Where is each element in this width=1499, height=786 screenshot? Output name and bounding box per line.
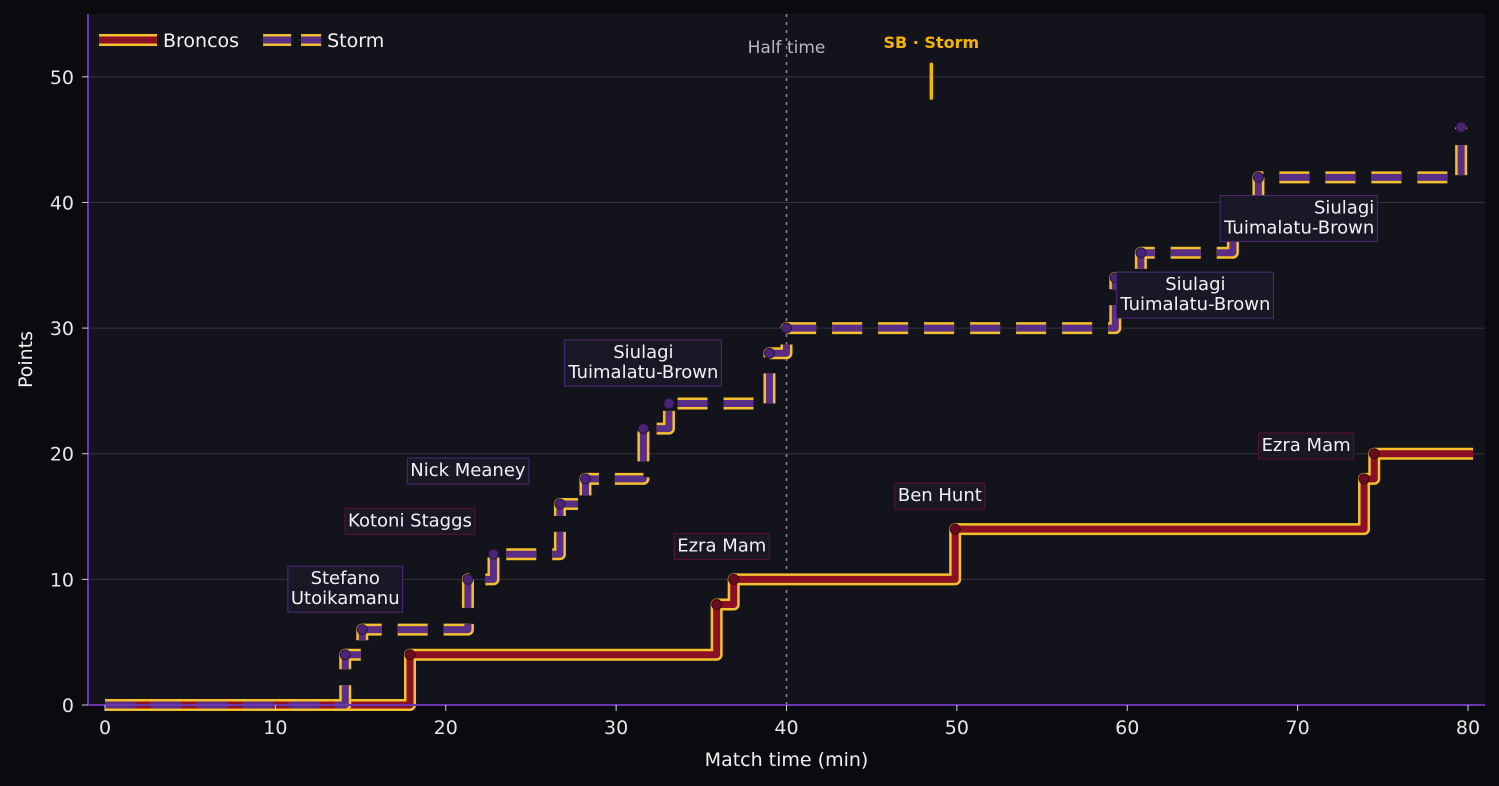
x-tick-label: 10 <box>263 717 287 739</box>
broncos-score-point <box>404 649 416 661</box>
annotation-box <box>673 532 770 560</box>
annotation-label: Ezra Mam <box>1262 435 1351 456</box>
annotation-label: Nick Meaney <box>410 460 526 481</box>
x-tick-label: 20 <box>434 717 458 739</box>
annotation-label: Tuimalatu-Brown <box>1223 218 1374 239</box>
storm-score-point <box>1252 171 1264 183</box>
annotation-box <box>894 482 986 510</box>
annotation-box <box>563 339 722 387</box>
broncos-score-point <box>1358 473 1370 485</box>
broncos-line <box>105 450 1474 709</box>
broncos-try-annotation: Ezra Mam <box>1258 432 1355 460</box>
broncos-score-point <box>711 598 723 610</box>
annotation-label: Ben Hunt <box>898 485 982 506</box>
annotation-label: Kotoni Staggs <box>348 510 472 531</box>
broncos-try-annotation: Ezra Mam <box>673 532 770 560</box>
storm-try-annotation: Nick Meaney <box>406 457 530 485</box>
x-tick-label: 70 <box>1286 717 1310 739</box>
storm-score-point <box>554 498 566 510</box>
storm-line <box>105 127 1465 709</box>
y-tick-label: 20 <box>50 444 74 466</box>
storm-score-point <box>1135 247 1147 259</box>
x-tick-label: 30 <box>604 717 628 739</box>
x-tick-label: 60 <box>1115 717 1139 739</box>
broncos-try-annotation: Ben Hunt <box>894 482 986 510</box>
annotation-box <box>1258 432 1355 460</box>
broncos-try-annotation: Kotoni Staggs <box>344 507 476 535</box>
x-tick-label: 0 <box>99 717 111 739</box>
annotation-label: Siulagi <box>1165 274 1225 295</box>
storm-score-point <box>637 423 649 435</box>
broncos-score-point <box>949 523 961 535</box>
x-axis-title: Match time (min) <box>705 749 869 771</box>
legend-label-broncos: Broncos <box>163 30 239 52</box>
broncos-score-point <box>728 573 740 585</box>
halftime-label: Half time <box>748 38 826 58</box>
broncos-score-point <box>1368 448 1380 460</box>
storm-score-point <box>781 322 792 334</box>
annotation-label: Stefano <box>311 568 380 589</box>
annotation-box <box>406 457 530 485</box>
x-tick-label: 40 <box>774 717 798 739</box>
annotation-label: Siulagi <box>613 342 673 363</box>
storm-score-point <box>487 548 499 560</box>
annotation-label: Utoikamanu <box>291 588 400 609</box>
y-tick-label: 40 <box>50 192 74 214</box>
series-layer <box>105 121 1474 711</box>
y-tick-label: 30 <box>50 318 74 340</box>
annotation-label: Tuimalatu-Brown <box>1119 294 1270 315</box>
annotation-box <box>1115 271 1274 319</box>
x-tick-label: 80 <box>1456 717 1480 739</box>
x-tick-label: 50 <box>945 717 969 739</box>
storm-score-point <box>663 397 675 409</box>
storm-score-point <box>356 624 368 636</box>
y-axis-title: Points <box>15 331 37 388</box>
y-tick-label: 50 <box>50 67 74 89</box>
reference-lines: Half time SB · Storm <box>748 14 979 705</box>
annotation-box <box>287 565 404 613</box>
legend-label-storm: Storm <box>327 30 384 52</box>
storm-score-point <box>339 649 351 661</box>
annotation-label: Siulagi <box>1314 198 1374 219</box>
annotation-box <box>1219 195 1378 243</box>
storm-score-point <box>579 473 591 485</box>
annotation-box <box>344 507 476 535</box>
annotation-label: Ezra Mam <box>677 535 766 556</box>
storm-score-point <box>763 347 775 359</box>
y-tick-label: 10 <box>50 569 74 591</box>
annotation-label: Tuimalatu-Brown <box>567 362 718 383</box>
legend[interactable]: Broncos Storm <box>99 30 384 52</box>
axes-layer: 0 10 20 30 40 50 60 70 80 0 10 20 30 40 50 Match time (… <box>15 14 1485 771</box>
storm-score-point <box>1455 121 1467 133</box>
sinbin-label: SB · Storm <box>883 33 979 52</box>
storm-score-point <box>462 573 474 585</box>
y-tick-label: 0 <box>62 695 74 717</box>
